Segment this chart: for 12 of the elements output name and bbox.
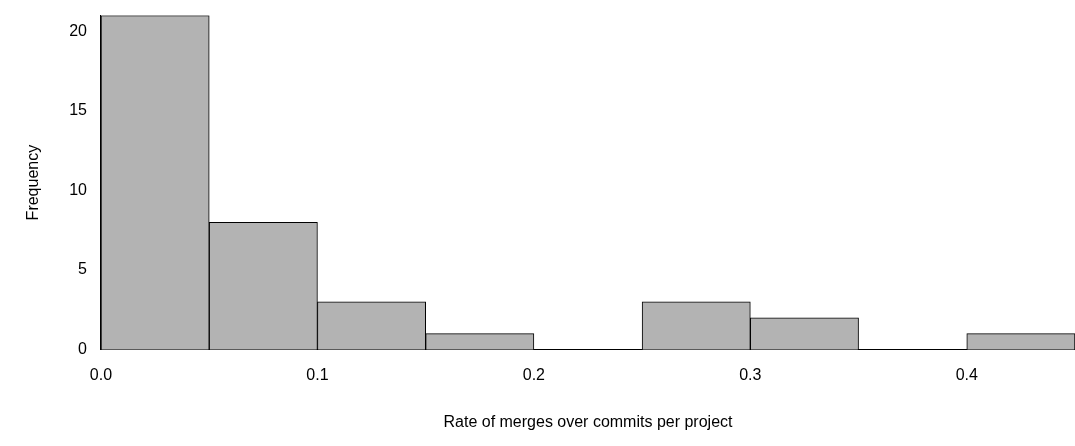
- y-tick-label: 20: [69, 21, 88, 39]
- x-tick-label: 0.3: [739, 365, 762, 383]
- y-tick-label: 5: [78, 260, 88, 278]
- x-tick-label: 0.0: [89, 365, 113, 383]
- y-tick-label: 0: [78, 340, 88, 358]
- x-tick-label: 0.4: [955, 365, 978, 383]
- y-tick-label: 15: [69, 101, 88, 119]
- x-tick-label: 0.2: [522, 365, 546, 383]
- y-tick-label: 10: [69, 180, 88, 198]
- y-axis-title: Frequency: [24, 144, 42, 221]
- x-axis-title: Rate of merges over commits per project: [443, 412, 734, 430]
- x-tick-label: 0.1: [306, 365, 329, 383]
